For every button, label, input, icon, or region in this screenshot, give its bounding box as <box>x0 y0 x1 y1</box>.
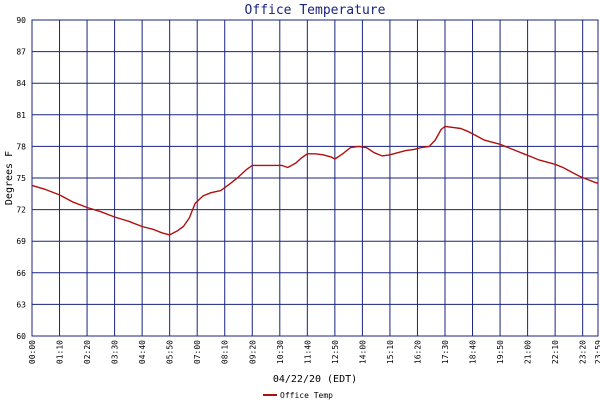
series-line-office-temp <box>31 125 599 236</box>
legend-label: Office Temp <box>280 391 333 400</box>
x-tick-label: 16:20 <box>413 340 422 364</box>
x-axis-label: 04/22/20 (EDT) <box>273 374 357 385</box>
x-tick-label: 12:50 <box>331 340 340 364</box>
y-tick-label: 60 <box>16 332 26 341</box>
x-tick-labels: 00:00 01:10 02:20 03:30 04:40 05:50 07:00 08:10… <box>28 340 600 364</box>
x-tick-label: 23:59 <box>594 340 600 364</box>
y-tick-label: 63 <box>16 300 26 309</box>
y-axis-label: Degrees F <box>4 151 15 205</box>
x-tick-label: 23:20 <box>579 340 588 364</box>
y-tick-label: 72 <box>16 206 26 215</box>
x-tick-label: 22:10 <box>551 340 560 364</box>
y-tick-label: 66 <box>16 269 26 278</box>
grid-lines <box>31 19 599 337</box>
y-tick-label: 75 <box>16 174 26 183</box>
x-tick-label: 19:50 <box>496 340 505 364</box>
x-tick-label: 14:00 <box>358 340 367 364</box>
y-tick-label: 90 <box>16 16 26 25</box>
x-tick-label: 01:10 <box>56 340 65 364</box>
x-tick-label: 11:40 <box>303 340 312 364</box>
x-tick-label: 10:30 <box>276 340 285 364</box>
x-tick-label: 02:20 <box>83 340 92 364</box>
x-tick-label: 17:30 <box>441 340 450 364</box>
series-lines <box>31 125 599 236</box>
x-tick-label: 21:00 <box>524 340 533 364</box>
y-tick-label: 87 <box>16 48 26 57</box>
legend: Office Temp <box>263 391 333 400</box>
x-tick-label: 04:40 <box>138 340 147 364</box>
x-tick-label: 08:10 <box>221 340 230 364</box>
x-tick-label: 03:30 <box>111 340 120 364</box>
x-tick-label: 00:00 <box>28 340 37 364</box>
y-tick-labels: 60 63 66 69 72 75 78 81 84 87 90 <box>16 16 26 341</box>
x-tick-label: 15:10 <box>386 340 395 364</box>
x-tick-label: 05:50 <box>166 340 175 364</box>
y-tick-label: 84 <box>16 79 26 88</box>
x-tick-label: 18:40 <box>469 340 478 364</box>
y-tick-label: 78 <box>16 142 26 151</box>
chart-title: Office Temperature <box>245 3 386 18</box>
y-tick-label: 69 <box>16 237 26 246</box>
x-tick-label: 09:20 <box>248 340 257 364</box>
y-tick-label: 81 <box>16 111 26 120</box>
x-tick-label: 07:00 <box>193 340 202 364</box>
